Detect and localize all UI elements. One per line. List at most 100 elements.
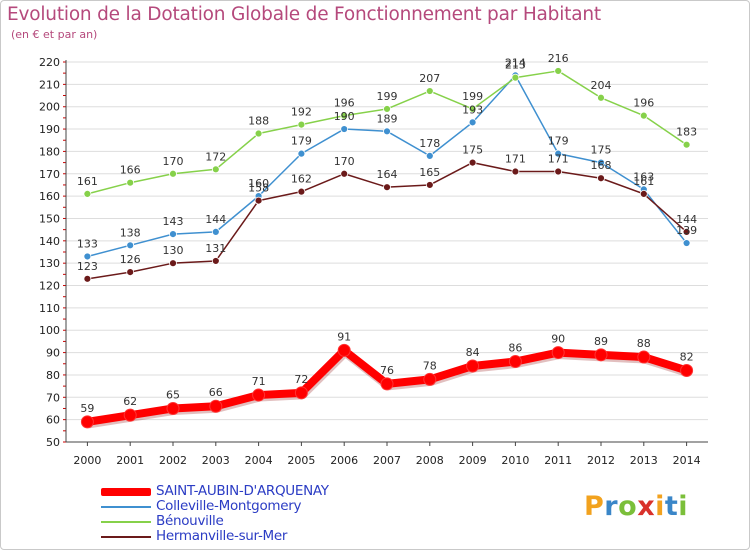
series-point-2-10 bbox=[511, 73, 520, 82]
data-label-1-6: 190 bbox=[334, 110, 355, 123]
series-point-0-8 bbox=[423, 372, 437, 386]
series-point-2-2 bbox=[169, 169, 177, 178]
series-point-3-2 bbox=[169, 259, 177, 268]
series-point-2-0 bbox=[83, 189, 92, 198]
data-label-0-9: 84 bbox=[466, 346, 480, 359]
series-point-3-13 bbox=[639, 189, 648, 198]
data-label-1-12: 175 bbox=[591, 144, 612, 157]
data-label-2-5: 192 bbox=[291, 106, 312, 119]
data-label-1-8: 178 bbox=[419, 137, 440, 150]
series-point-2-8 bbox=[425, 87, 434, 95]
legend-swatch-colleville bbox=[101, 506, 151, 508]
data-label-2-9: 199 bbox=[462, 90, 483, 103]
data-label-0-14: 82 bbox=[680, 350, 694, 363]
y-tick-label: 220 bbox=[39, 56, 60, 69]
series-point-2-7 bbox=[383, 105, 391, 113]
logo-letter: P bbox=[584, 491, 605, 522]
series-point-1-3 bbox=[211, 227, 220, 236]
x-tick-label-2013: 2013 bbox=[630, 454, 658, 467]
series-point-2-6 bbox=[340, 111, 349, 120]
data-label-3-1: 126 bbox=[120, 253, 141, 266]
legend-label-colleville: Colleville-Montgomery bbox=[156, 498, 302, 514]
data-label-1-13: 163 bbox=[633, 170, 654, 183]
logo-letter: o bbox=[618, 491, 638, 522]
series-point-3-4 bbox=[254, 196, 263, 205]
data-label-3-13: 161 bbox=[633, 175, 654, 188]
chart-title: Evolution de la Dotation Globale de Fonc… bbox=[7, 4, 601, 25]
x-tick-label-2005: 2005 bbox=[287, 454, 315, 467]
series-point-0-12 bbox=[594, 348, 608, 362]
data-label-1-5: 179 bbox=[291, 135, 312, 148]
series-point-0-0 bbox=[80, 415, 94, 429]
data-label-1-4: 160 bbox=[248, 177, 269, 190]
y-tick-label: 140 bbox=[39, 235, 60, 248]
series-point-3-14 bbox=[682, 227, 691, 236]
data-label-2-10: 213 bbox=[505, 59, 526, 72]
data-label-3-8: 165 bbox=[419, 166, 440, 179]
series-point-1-9 bbox=[468, 118, 477, 127]
x-tick-label-2007: 2007 bbox=[373, 454, 401, 467]
data-label-2-7: 199 bbox=[377, 90, 398, 103]
series-point-3-9 bbox=[468, 158, 477, 167]
proxiti-logo[interactable]: Proxiti bbox=[584, 491, 688, 522]
x-tick-label-2008: 2008 bbox=[416, 454, 444, 467]
data-label-3-6: 170 bbox=[334, 155, 355, 168]
series-point-1-12 bbox=[597, 158, 605, 167]
series-point-3-7 bbox=[383, 183, 391, 192]
series-point-0-3 bbox=[209, 399, 223, 413]
series-point-3-8 bbox=[425, 181, 434, 189]
data-label-0-5: 72 bbox=[294, 373, 308, 386]
series-point-1-14 bbox=[682, 239, 691, 247]
y-tick-label: 110 bbox=[39, 302, 60, 315]
logo-letter: r bbox=[604, 491, 619, 522]
logo-letter: t bbox=[664, 491, 679, 522]
data-label-1-14: 139 bbox=[676, 224, 697, 237]
data-label-1-9: 193 bbox=[462, 103, 483, 116]
data-label-1-3: 144 bbox=[205, 213, 226, 226]
legend-swatch-hermanville bbox=[101, 536, 151, 538]
data-label-3-10: 171 bbox=[505, 153, 526, 166]
data-label-3-3: 131 bbox=[205, 242, 226, 255]
series-point-1-5 bbox=[297, 149, 306, 158]
data-label-3-14: 144 bbox=[676, 213, 697, 226]
series-point-0-7 bbox=[380, 377, 394, 391]
x-tick-label-2000: 2000 bbox=[73, 454, 101, 467]
data-label-2-12: 204 bbox=[591, 79, 612, 92]
series-point-3-1 bbox=[126, 268, 135, 277]
chart-subtitle: (en € et par an) bbox=[11, 28, 98, 41]
data-label-2-8: 207 bbox=[419, 72, 440, 85]
series-point-2-9 bbox=[468, 105, 477, 113]
data-label-3-4: 158 bbox=[248, 182, 269, 195]
y-tick-label: 190 bbox=[39, 123, 60, 136]
y-tick-label: 130 bbox=[39, 257, 60, 270]
data-label-0-13: 88 bbox=[637, 337, 651, 350]
y-tick-label: 90 bbox=[46, 347, 60, 360]
y-tick-label: 210 bbox=[39, 78, 60, 91]
data-label-2-14: 183 bbox=[676, 126, 697, 139]
series-point-0-5 bbox=[294, 386, 308, 400]
y-tick-label: 50 bbox=[46, 436, 60, 449]
data-label-1-11: 179 bbox=[548, 135, 569, 148]
series-point-1-2 bbox=[169, 230, 177, 239]
data-label-0-11: 90 bbox=[551, 333, 565, 346]
series-point-0-14 bbox=[680, 363, 694, 377]
series-point-0-11 bbox=[551, 346, 565, 360]
data-label-2-3: 172 bbox=[205, 150, 226, 163]
series-point-1-8 bbox=[425, 151, 434, 160]
data-label-2-2: 170 bbox=[163, 155, 184, 168]
data-label-3-5: 162 bbox=[291, 173, 312, 186]
x-tick-label-2001: 2001 bbox=[116, 454, 144, 467]
data-label-0-7: 76 bbox=[380, 364, 394, 377]
series-point-0-13 bbox=[637, 350, 651, 364]
series-point-1-0 bbox=[83, 252, 92, 261]
data-label-2-11: 216 bbox=[548, 52, 569, 65]
x-tick-label-2011: 2011 bbox=[544, 454, 572, 467]
data-label-3-7: 164 bbox=[377, 168, 398, 181]
series-point-1-1 bbox=[126, 241, 135, 250]
data-label-1-0: 133 bbox=[77, 237, 98, 250]
y-tick-label: 160 bbox=[39, 190, 60, 203]
y-tick-label: 100 bbox=[39, 324, 60, 337]
data-label-3-0: 123 bbox=[77, 260, 98, 273]
y-tick-label: 120 bbox=[39, 280, 60, 293]
